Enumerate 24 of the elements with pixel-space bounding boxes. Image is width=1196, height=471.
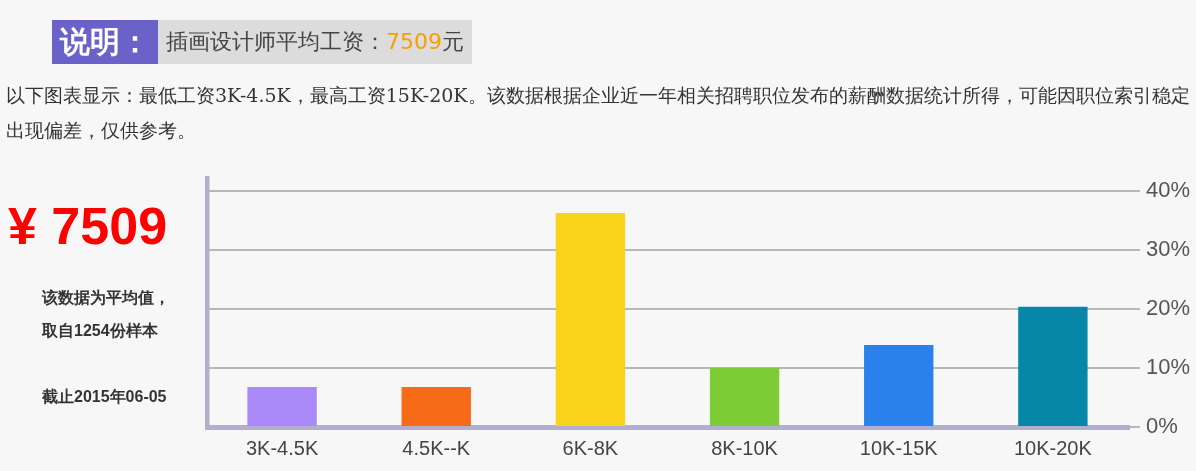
y-tick-label: 0% [1145,413,1178,439]
chart-title: 说明： [52,20,158,64]
x-tick-label: 6K-8K [562,436,619,459]
bar [709,368,780,426]
x-tick-label: 4.5K--K [402,436,471,459]
bar [864,345,934,426]
bar [401,386,471,426]
y-tick-label: 30% [1145,236,1191,262]
y-tick-label: 10% [1145,354,1191,380]
chart-subtitle: 插画设计师平均工资：7509元 [166,29,464,54]
text: 截止2015年06-05 [42,387,167,407]
bar [247,386,317,426]
text: 该数据为平均值， [42,288,170,308]
y-tick-label: 20% [1145,295,1191,321]
text: 以下图表显示：最低工资3K-4.5K，最高工资15K-20K。该数据根据企业近一年相关招聘职位发布的薪酬数据统计所得，可能因职位索引稳定出现偏差，仅供参考。 [6,83,1191,143]
y-tick-label: 40% [1145,177,1191,203]
bar [1018,306,1088,426]
x-tick-label: 10K-15K [859,436,939,459]
bar [555,213,626,426]
text: ¥ 7509 [8,196,168,256]
x-tick-label: 8K-10K [711,436,779,459]
x-tick-label: 10K-20K [1013,436,1093,459]
text: 取自1254份样本 [42,321,158,341]
x-tick-label: 3K-4.5K [245,436,319,459]
